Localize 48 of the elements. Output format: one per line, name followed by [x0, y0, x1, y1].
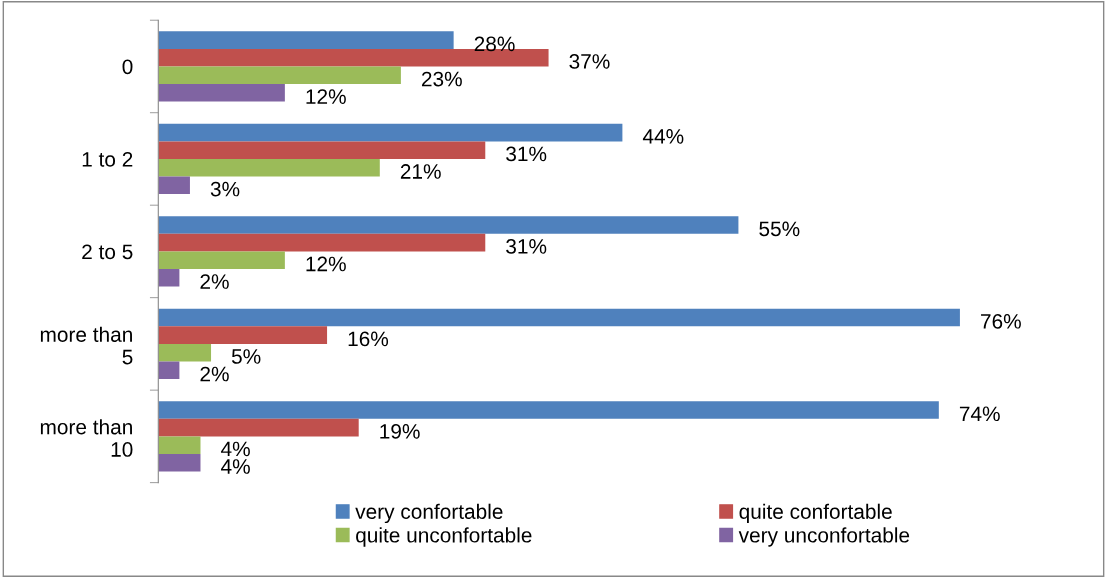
- data-label: 31%: [506, 239, 547, 254]
- bar: [158, 66, 401, 85]
- bar: [158, 418, 359, 437]
- legend-label: quite confortable: [739, 503, 892, 524]
- bar: [158, 326, 328, 344]
- data-label: 5%: [231, 349, 261, 364]
- data-label: 4%: [221, 459, 250, 474]
- y-tick-label: 0: [122, 59, 133, 75]
- bar: [158, 361, 180, 380]
- bar: [158, 216, 739, 234]
- bar: [158, 84, 285, 102]
- bar: [158, 453, 201, 472]
- data-label: 12%: [306, 256, 346, 272]
- y-tick-label: 2 to 5: [82, 244, 133, 260]
- data-label: 4%: [221, 441, 250, 457]
- bar: [158, 141, 486, 159]
- data-label: 55%: [759, 221, 800, 237]
- data-label: 2%: [200, 366, 229, 382]
- data-label: 2%: [200, 274, 229, 289]
- bar: [158, 251, 285, 269]
- data-label: 74%: [959, 406, 1000, 422]
- y-tick-label: more than 5: [40, 326, 133, 365]
- data-label: 37%: [569, 54, 610, 69]
- bar: [158, 269, 180, 287]
- bar: [158, 158, 380, 177]
- bar: [158, 436, 201, 454]
- bar: [158, 401, 939, 419]
- data-label: 28%: [474, 36, 515, 52]
- y-tick-label: 1 to 2: [82, 151, 133, 167]
- legend-label: very confortable: [355, 503, 503, 524]
- data-label: 76%: [981, 313, 1021, 329]
- data-label: 16%: [348, 331, 389, 347]
- bar: [158, 308, 960, 327]
- data-label: 44%: [642, 129, 684, 144]
- legend-label: very unconfortable: [738, 527, 910, 547]
- data-label: 19%: [380, 423, 420, 439]
- data-label: 12%: [306, 89, 346, 104]
- data-label: 23%: [421, 71, 462, 87]
- bar: [158, 31, 454, 49]
- legend-label: quite unconfortable: [356, 527, 532, 547]
- bar: [158, 123, 623, 142]
- y-tick-label: more than 10: [40, 419, 133, 457]
- data-label: 31%: [506, 146, 547, 162]
- bar: [158, 233, 486, 252]
- data-label: 3%: [210, 181, 240, 197]
- data-label: 21%: [400, 164, 441, 179]
- bar: [158, 343, 212, 362]
- bar: [158, 176, 190, 195]
